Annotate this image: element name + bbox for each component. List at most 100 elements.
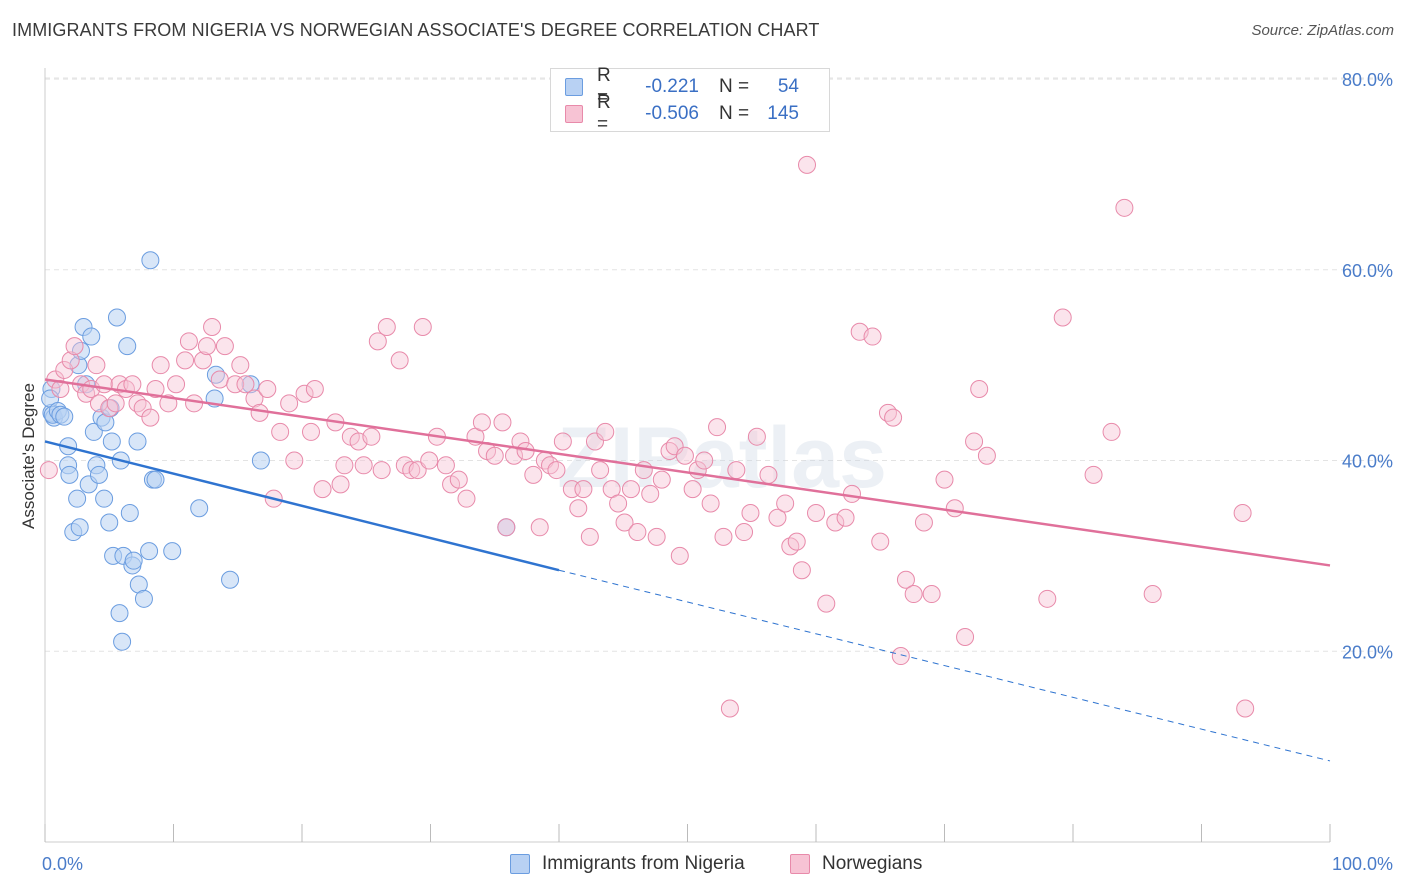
norwegians-point — [151, 356, 170, 375]
norwegians-point — [798, 155, 817, 174]
bottom-swatch-pink — [790, 854, 810, 874]
bottom-legend-nigeria: Immigrants from Nigeria — [510, 852, 745, 876]
norwegians-point — [146, 380, 165, 399]
legend-n-label: N = — [719, 76, 750, 97]
norwegians-point — [569, 499, 588, 518]
norwegians-point — [871, 532, 890, 551]
bottom-legend-norwegians: Norwegians — [790, 852, 922, 876]
nigeria-point — [89, 465, 108, 484]
norwegians-point — [215, 337, 234, 356]
nigeria-point — [84, 422, 103, 441]
norwegians-point — [485, 446, 504, 465]
norwegians-point — [436, 456, 455, 475]
norwegians-point — [95, 375, 114, 394]
legend-n-value: 54 — [777, 76, 799, 97]
norwegians-point — [305, 380, 324, 399]
norwegians-point — [472, 413, 491, 432]
norwegians-point — [61, 351, 80, 370]
norwegians-point — [203, 318, 222, 337]
nigeria-point — [118, 337, 137, 356]
norwegians-point — [781, 537, 800, 556]
norwegians-point — [807, 503, 825, 522]
norwegians-point — [695, 451, 714, 470]
legend-r-value: -0.506 — [645, 103, 699, 124]
norwegians-point — [747, 427, 766, 446]
norwegians-point — [727, 461, 746, 480]
norwegians-point — [65, 337, 84, 356]
norwegians-point — [945, 499, 964, 518]
norwegians-point — [372, 461, 391, 480]
norwegians-point — [541, 456, 560, 475]
norwegians-point — [1084, 465, 1103, 484]
y-tick-label: 80.0% — [1342, 70, 1393, 90]
nigeria-point — [163, 542, 182, 561]
norwegians-point — [628, 523, 647, 542]
norwegians-point — [891, 647, 910, 666]
norwegians-point — [530, 518, 549, 537]
legend-r-label: R = — [597, 92, 611, 135]
norwegians-point — [1143, 585, 1162, 604]
norwegians-point — [354, 456, 373, 475]
source-label: Source: ZipAtlas.com — [1251, 22, 1394, 39]
nigeria-point — [241, 375, 260, 394]
norwegians-point — [836, 508, 855, 527]
norwegians-point — [1053, 308, 1072, 327]
chart-title: IMMIGRANTS FROM NIGERIA VS NORWEGIAN ASS… — [12, 20, 820, 40]
nigeria-point — [146, 470, 165, 489]
norwegians-point — [524, 465, 543, 484]
norwegians-point — [670, 546, 689, 565]
norwegians-point — [935, 470, 954, 489]
norwegians-point — [970, 380, 989, 399]
norwegians-point — [547, 461, 566, 480]
norwegians-point — [904, 585, 923, 604]
norwegians-point — [826, 513, 845, 532]
norwegians-point — [553, 432, 572, 451]
norwegians-point — [185, 394, 204, 413]
norwegians-point — [511, 432, 530, 451]
nigeria-point — [190, 499, 209, 518]
watermark: ZIPatlas — [557, 410, 887, 506]
nigeria-point — [113, 632, 132, 651]
axes — [44, 68, 1331, 843]
norwegians-point — [714, 527, 733, 546]
x-tick-label: 0.0% — [42, 854, 83, 874]
norwegians-trend-line — [44, 378, 1331, 567]
norwegians-point — [197, 337, 216, 356]
nigeria-point — [102, 432, 121, 451]
norwegians-point — [258, 380, 277, 399]
y-tick-label: 40.0% — [1342, 452, 1393, 472]
norwegians-point — [965, 432, 984, 451]
norwegians-point — [449, 470, 468, 489]
legend-swatch-blue — [565, 78, 583, 96]
norwegians-point — [817, 594, 836, 613]
trend-lines — [44, 378, 1331, 762]
norwegians-point — [759, 465, 778, 484]
norwegians-point — [621, 480, 640, 499]
nigeria-point — [60, 465, 79, 484]
nigeria-point — [55, 407, 74, 426]
legend-row-norwegians: R = -0.506 N = 145 — [565, 92, 799, 135]
norwegians-point — [675, 446, 694, 465]
norwegians-point — [596, 422, 615, 441]
nigeria-point — [251, 451, 270, 470]
x-tick-label: 100.0% — [1332, 854, 1393, 874]
norwegians-point — [420, 451, 439, 470]
nigeria-point — [128, 432, 147, 451]
norwegians-point — [141, 408, 160, 427]
nigeria-point — [82, 327, 101, 346]
norwegians-point — [1233, 503, 1252, 522]
legend-r-value: -0.221 — [645, 76, 699, 97]
nigeria-point — [134, 589, 153, 608]
norwegians-point — [863, 327, 882, 346]
norwegians-point — [250, 403, 269, 422]
norwegians-point — [236, 375, 255, 394]
norwegians-point — [878, 403, 897, 422]
stats-legend: R = -0.221 N = 54 R = -0.506 N = 145 — [550, 65, 830, 135]
nigeria-point — [68, 489, 87, 508]
norwegians-point — [896, 570, 915, 589]
norwegians-point — [457, 489, 476, 508]
nigeria-point — [95, 489, 114, 508]
legend-swatch-pink — [565, 105, 583, 123]
norwegians-point — [922, 585, 941, 604]
